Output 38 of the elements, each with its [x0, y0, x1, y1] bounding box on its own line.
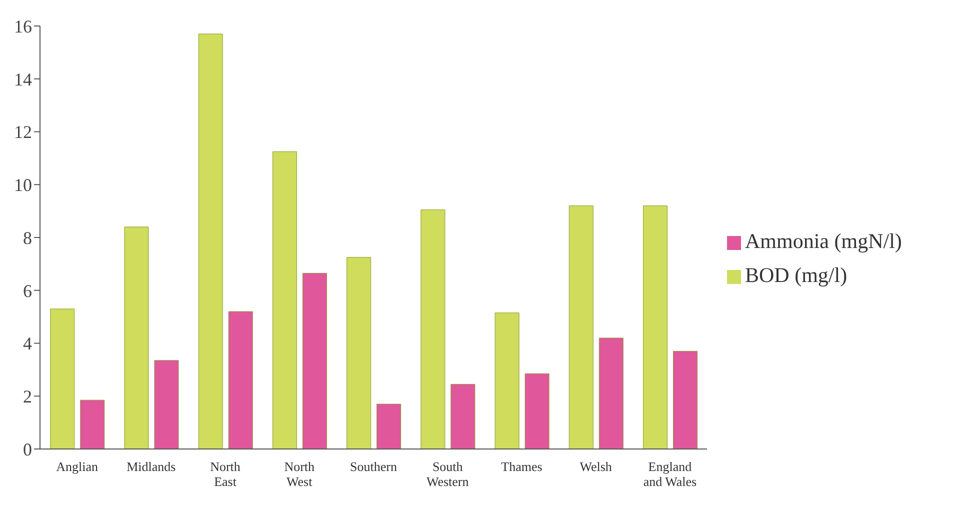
x-tick-label: England and Wales — [643, 459, 697, 489]
legend-label: BOD (mg/l) — [745, 262, 848, 286]
y-tick-label: 10 — [14, 175, 32, 196]
bar — [50, 308, 75, 449]
x-tick-label: South Western — [426, 459, 470, 489]
bar — [376, 404, 402, 449]
bar — [420, 209, 446, 449]
bar — [450, 384, 476, 449]
x-tick-label: North East — [210, 459, 241, 489]
y-tick-label: 12 — [14, 122, 32, 142]
x-tick-label: Southern — [350, 459, 398, 474]
y-tick-label: 0 — [23, 439, 32, 460]
y-tick-label: 4 — [23, 334, 32, 354]
x-tick-label: Midlands — [126, 459, 176, 474]
bar — [494, 312, 520, 449]
x-tick-label: Anglian — [56, 459, 98, 474]
bar — [228, 311, 253, 449]
bar — [154, 360, 179, 449]
bar — [598, 338, 624, 449]
bar — [302, 272, 327, 449]
y-tick-label: 16 — [14, 16, 32, 36]
y-tick-label: 14 — [14, 69, 32, 90]
legend-label: Ammonia (mgN/l) — [745, 228, 902, 252]
bar — [673, 350, 698, 449]
bar — [346, 257, 372, 449]
y-tick-label: 8 — [23, 228, 32, 248]
y-tick-label: 2 — [23, 386, 32, 407]
x-tick-label: Welsh — [580, 459, 612, 474]
bar — [198, 34, 223, 449]
y-tick-label: 6 — [23, 280, 32, 301]
bar — [124, 226, 149, 449]
x-tick-label: North West — [284, 459, 316, 489]
bar — [80, 400, 105, 449]
x-tick-label: Thames — [501, 459, 542, 474]
bar — [272, 151, 297, 449]
bar — [568, 206, 594, 449]
bar — [643, 206, 668, 449]
bar — [524, 373, 550, 449]
